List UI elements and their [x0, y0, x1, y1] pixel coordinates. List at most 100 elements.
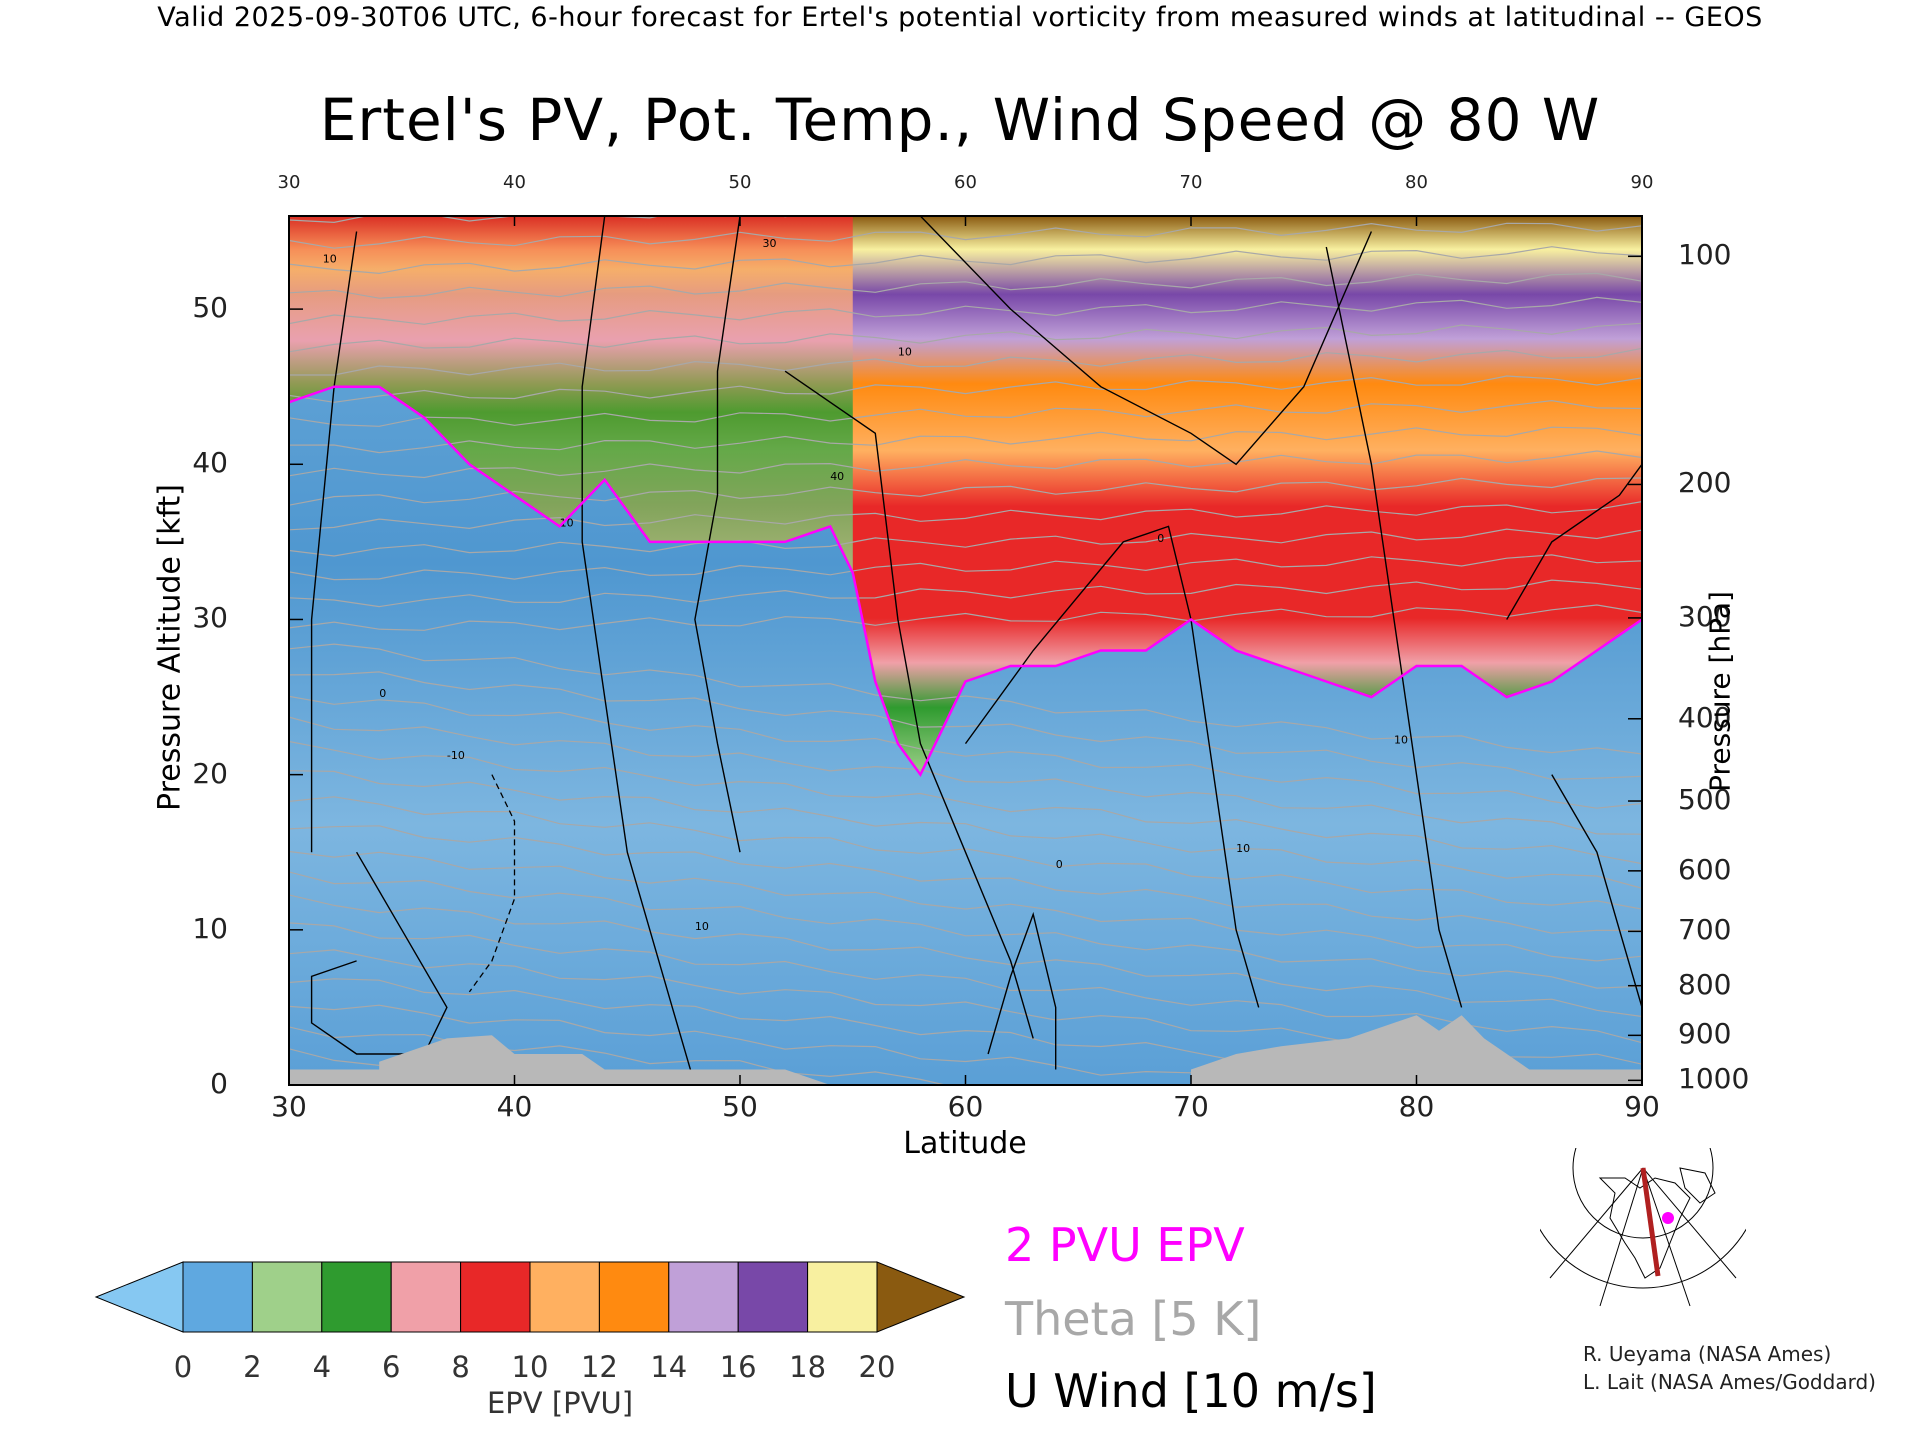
pressure-tick-label: 800	[1678, 967, 1732, 1001]
theta-contour	[289, 716, 1642, 835]
credit-line-2: L. Lait (NASA Ames/Goddard)	[1583, 1370, 1876, 1394]
theta-contour	[289, 894, 1642, 1018]
colorbar-tick-label: 0	[173, 1350, 193, 1384]
wind-contour-label: 0	[1056, 858, 1063, 871]
theta-contour	[289, 296, 1642, 325]
theta-contour	[289, 272, 1642, 299]
x-tick-label: 60	[947, 1090, 984, 1123]
x-axis-label: Latitude	[903, 1126, 1027, 1161]
x-tick-label-top: 30	[277, 172, 301, 193]
wind-contour-label: 10	[1394, 734, 1408, 747]
colorbar-segment	[807, 1261, 878, 1333]
theta-contour	[289, 322, 1642, 353]
colorbar-tick-label: 8	[451, 1350, 470, 1384]
y-tick-label: 20	[192, 756, 228, 790]
colorbar-tick-label: 6	[381, 1350, 401, 1384]
theta-contour	[289, 604, 1642, 631]
pressure-tick-label: 500	[1678, 783, 1732, 817]
y-tick-label: 30	[192, 601, 228, 635]
x-tick-label-top: 60	[954, 172, 977, 193]
chart-title: Ertel's PV, Pot. Temp., Wind Speed @ 80 …	[319, 86, 1601, 154]
x-tick-label: 30	[271, 1090, 307, 1123]
x-tick-label-top: 50	[728, 172, 752, 193]
colorbar-tick-label: 4	[312, 1350, 332, 1384]
wind-contour	[694, 216, 741, 853]
wind-contour-label: 10	[1236, 842, 1250, 855]
credit-line-1: R. Ueyama (NASA Ames)	[1583, 1342, 1832, 1366]
colorbar-tick-label: 10	[511, 1350, 549, 1384]
map-coastline	[1679, 1167, 1716, 1204]
wind-contour	[987, 911, 1057, 1070]
map-location-marker	[1662, 1212, 1674, 1224]
map-meridian	[1642, 1167, 1737, 1279]
colorbar-over-arrow	[876, 1261, 966, 1333]
theta-contour	[289, 850, 1642, 962]
colorbar-label: EPV [PVU]	[486, 1386, 634, 1420]
wind-contour-label: 10	[695, 920, 709, 933]
x-tick-label-top: 70	[1179, 172, 1203, 193]
axis-ticks	[288, 216, 1643, 1086]
wind-contour-label: 30	[763, 237, 777, 250]
wind-contour	[1325, 246, 1463, 1008]
colorbar-segment	[390, 1261, 462, 1333]
wind-contour-label: -10	[447, 749, 465, 762]
pressure-tick-label: 900	[1678, 1017, 1732, 1051]
pressure-tick-label: 600	[1678, 852, 1732, 886]
y-tick-label: 40	[192, 446, 228, 480]
colorbar-segment	[529, 1261, 600, 1333]
theta-contour	[289, 375, 1642, 403]
stratosphere-fill	[289, 216, 1642, 775]
theta-contour	[289, 695, 1642, 809]
2pvu-contour-line	[289, 385, 1642, 778]
theta-contour	[289, 740, 1642, 865]
wind-contour-label: 0	[379, 687, 386, 700]
theta-contour	[289, 643, 1642, 755]
forecast-banner: Valid 2025-09-30T06 UTC, 6-hour forecast…	[157, 2, 1763, 33]
x-tick-label: 50	[722, 1090, 758, 1123]
terrain-fill	[289, 1015, 1642, 1085]
wind-contour-label: 10	[560, 516, 574, 529]
theta-contour	[289, 399, 1642, 427]
map-meridian	[1642, 1167, 1691, 1307]
wind-contour	[1506, 463, 1642, 620]
x-tick-label-top: 80	[1405, 172, 1428, 193]
x-tick-label: 80	[1398, 1090, 1435, 1123]
colorbar-tick-label: 12	[580, 1350, 618, 1384]
x-tick-label-top: 90	[1630, 172, 1654, 193]
theta-contour	[289, 1026, 948, 1085]
legend-u-wind: U Wind [10 m/s]	[1005, 1364, 1377, 1418]
x-tick-label: 70	[1173, 1090, 1209, 1123]
theta-contour	[289, 825, 1642, 934]
theta-contour	[289, 501, 1642, 531]
x-tick-label-top: 40	[503, 172, 526, 193]
pressure-tick-label: 100	[1678, 238, 1732, 272]
y-tick-label: 10	[192, 911, 228, 945]
colorbar-segment	[321, 1261, 392, 1333]
x-tick-label: 90	[1624, 1090, 1660, 1123]
map-transect-line	[1640, 1167, 1661, 1277]
y-tick-label: 50	[192, 291, 228, 325]
theta-contour	[289, 450, 1642, 479]
wind-contour-label: 10	[323, 253, 337, 266]
pressure-tick-label: 700	[1678, 913, 1732, 947]
wind-contour-label: 0	[1157, 532, 1164, 545]
y-tick-label: 0	[210, 1067, 228, 1100]
theta-contour	[289, 671, 1642, 781]
theta-contour	[289, 796, 1642, 910]
colorbar-segment	[460, 1261, 531, 1333]
theta-contour	[289, 1004, 1339, 1085]
colorbar-segment	[182, 1261, 253, 1333]
colorbar-segment	[251, 1261, 323, 1333]
theta-contour	[289, 922, 1642, 1044]
colorbar-tick-label: 18	[789, 1350, 827, 1384]
map-latitude-circle	[1572, 1148, 1714, 1239]
theta-contour	[289, 528, 1642, 557]
colorbar-segment	[668, 1261, 739, 1333]
colorbar-segment	[598, 1261, 670, 1333]
colorbar-segment	[737, 1261, 809, 1333]
pressure-tick-label: 400	[1678, 700, 1732, 734]
x-tick-label: 40	[496, 1090, 533, 1123]
